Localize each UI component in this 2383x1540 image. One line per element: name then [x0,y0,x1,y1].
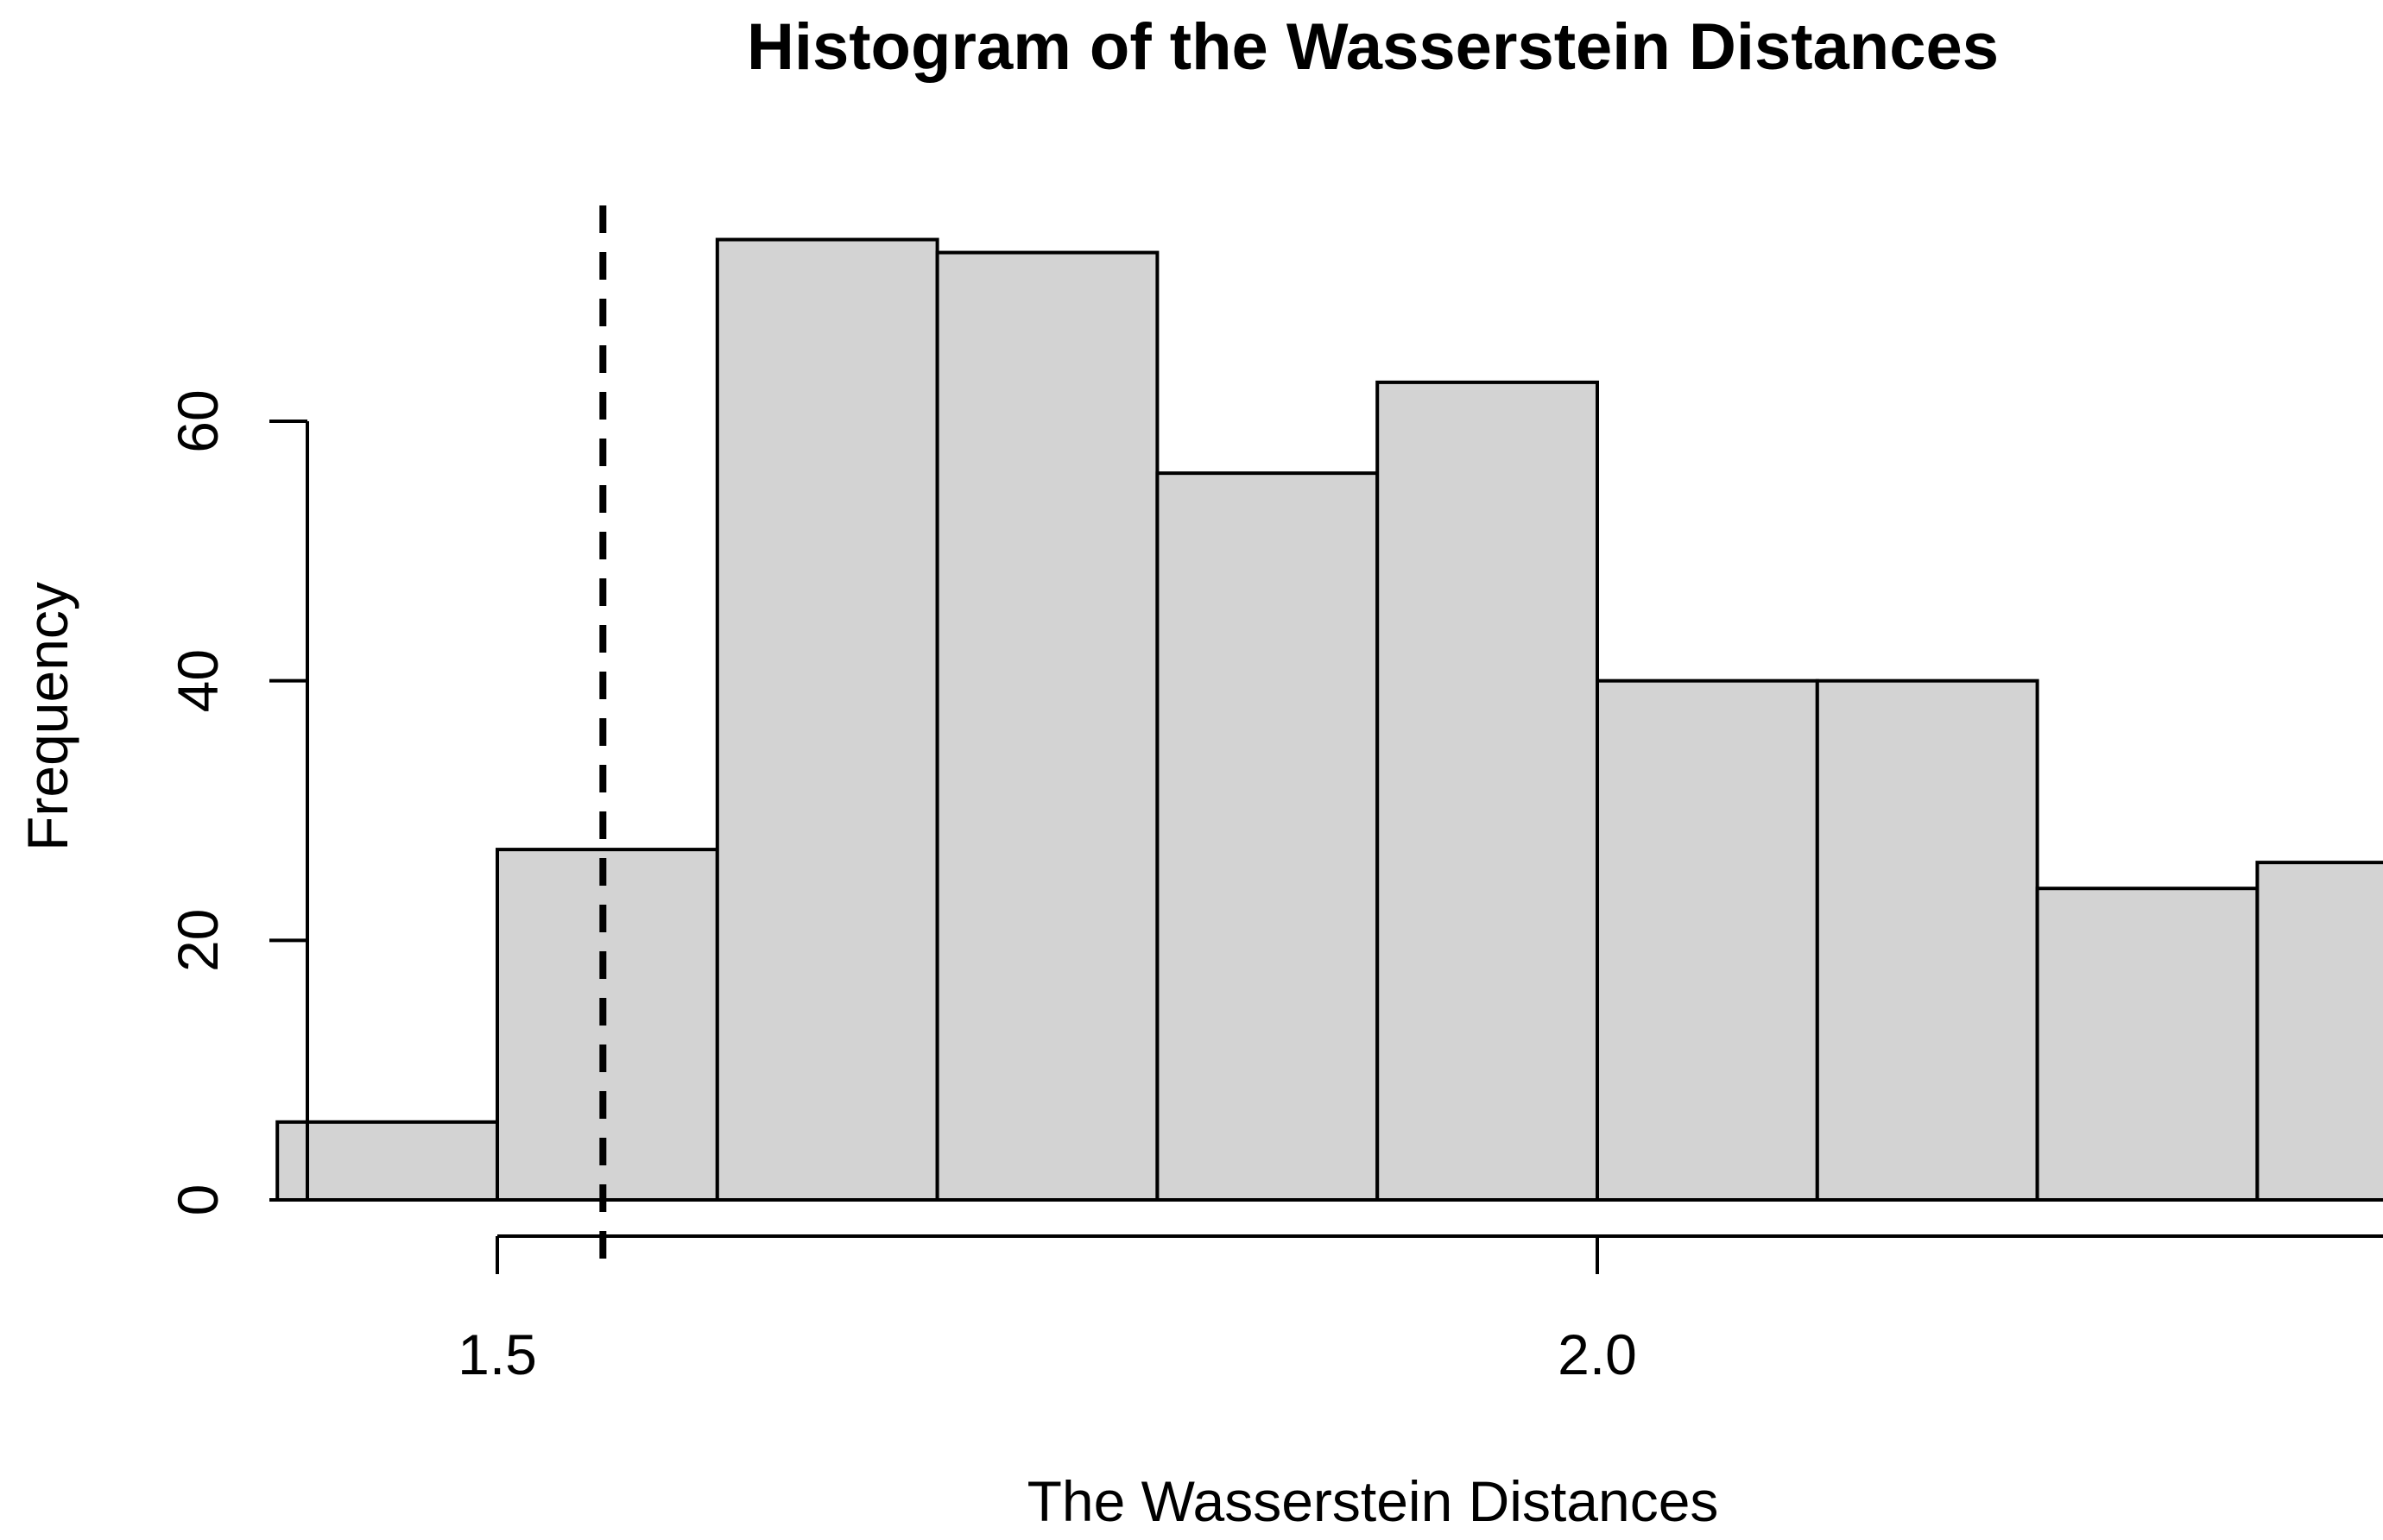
histogram-bar [1155,471,1380,1202]
x-axis-label: The Wasserstein Distances [1027,1469,1719,1533]
y-axis: 0 20 40 60 [166,389,309,1216]
bars-group [275,237,2383,1202]
y-tick-label: 20 [166,909,230,972]
y-axis-label: Frequency [16,582,79,851]
x-axis: 1.52.02.53.0 [458,1234,2383,1386]
histogram-bar [1596,678,1819,1202]
histogram-bar [1815,678,2039,1202]
histogram-bar [2035,887,2260,1202]
y-tick-label: 40 [166,649,230,712]
histogram-bar [496,848,719,1202]
histogram-bar [715,237,939,1202]
histogram-bar [275,1120,500,1202]
reference-lines [599,205,607,1278]
histogram-bar [935,250,1160,1202]
histogram-bar [1375,380,1599,1202]
y-tick-label: 0 [166,1184,230,1216]
y-tick-label: 60 [166,389,230,452]
histogram-bar [2255,861,2383,1202]
x-tick-label: 2.0 [1558,1322,1637,1386]
x-tick-label: 1.5 [458,1322,537,1386]
chart-title: Histogram of the Wasserstein Distances [747,10,1999,84]
